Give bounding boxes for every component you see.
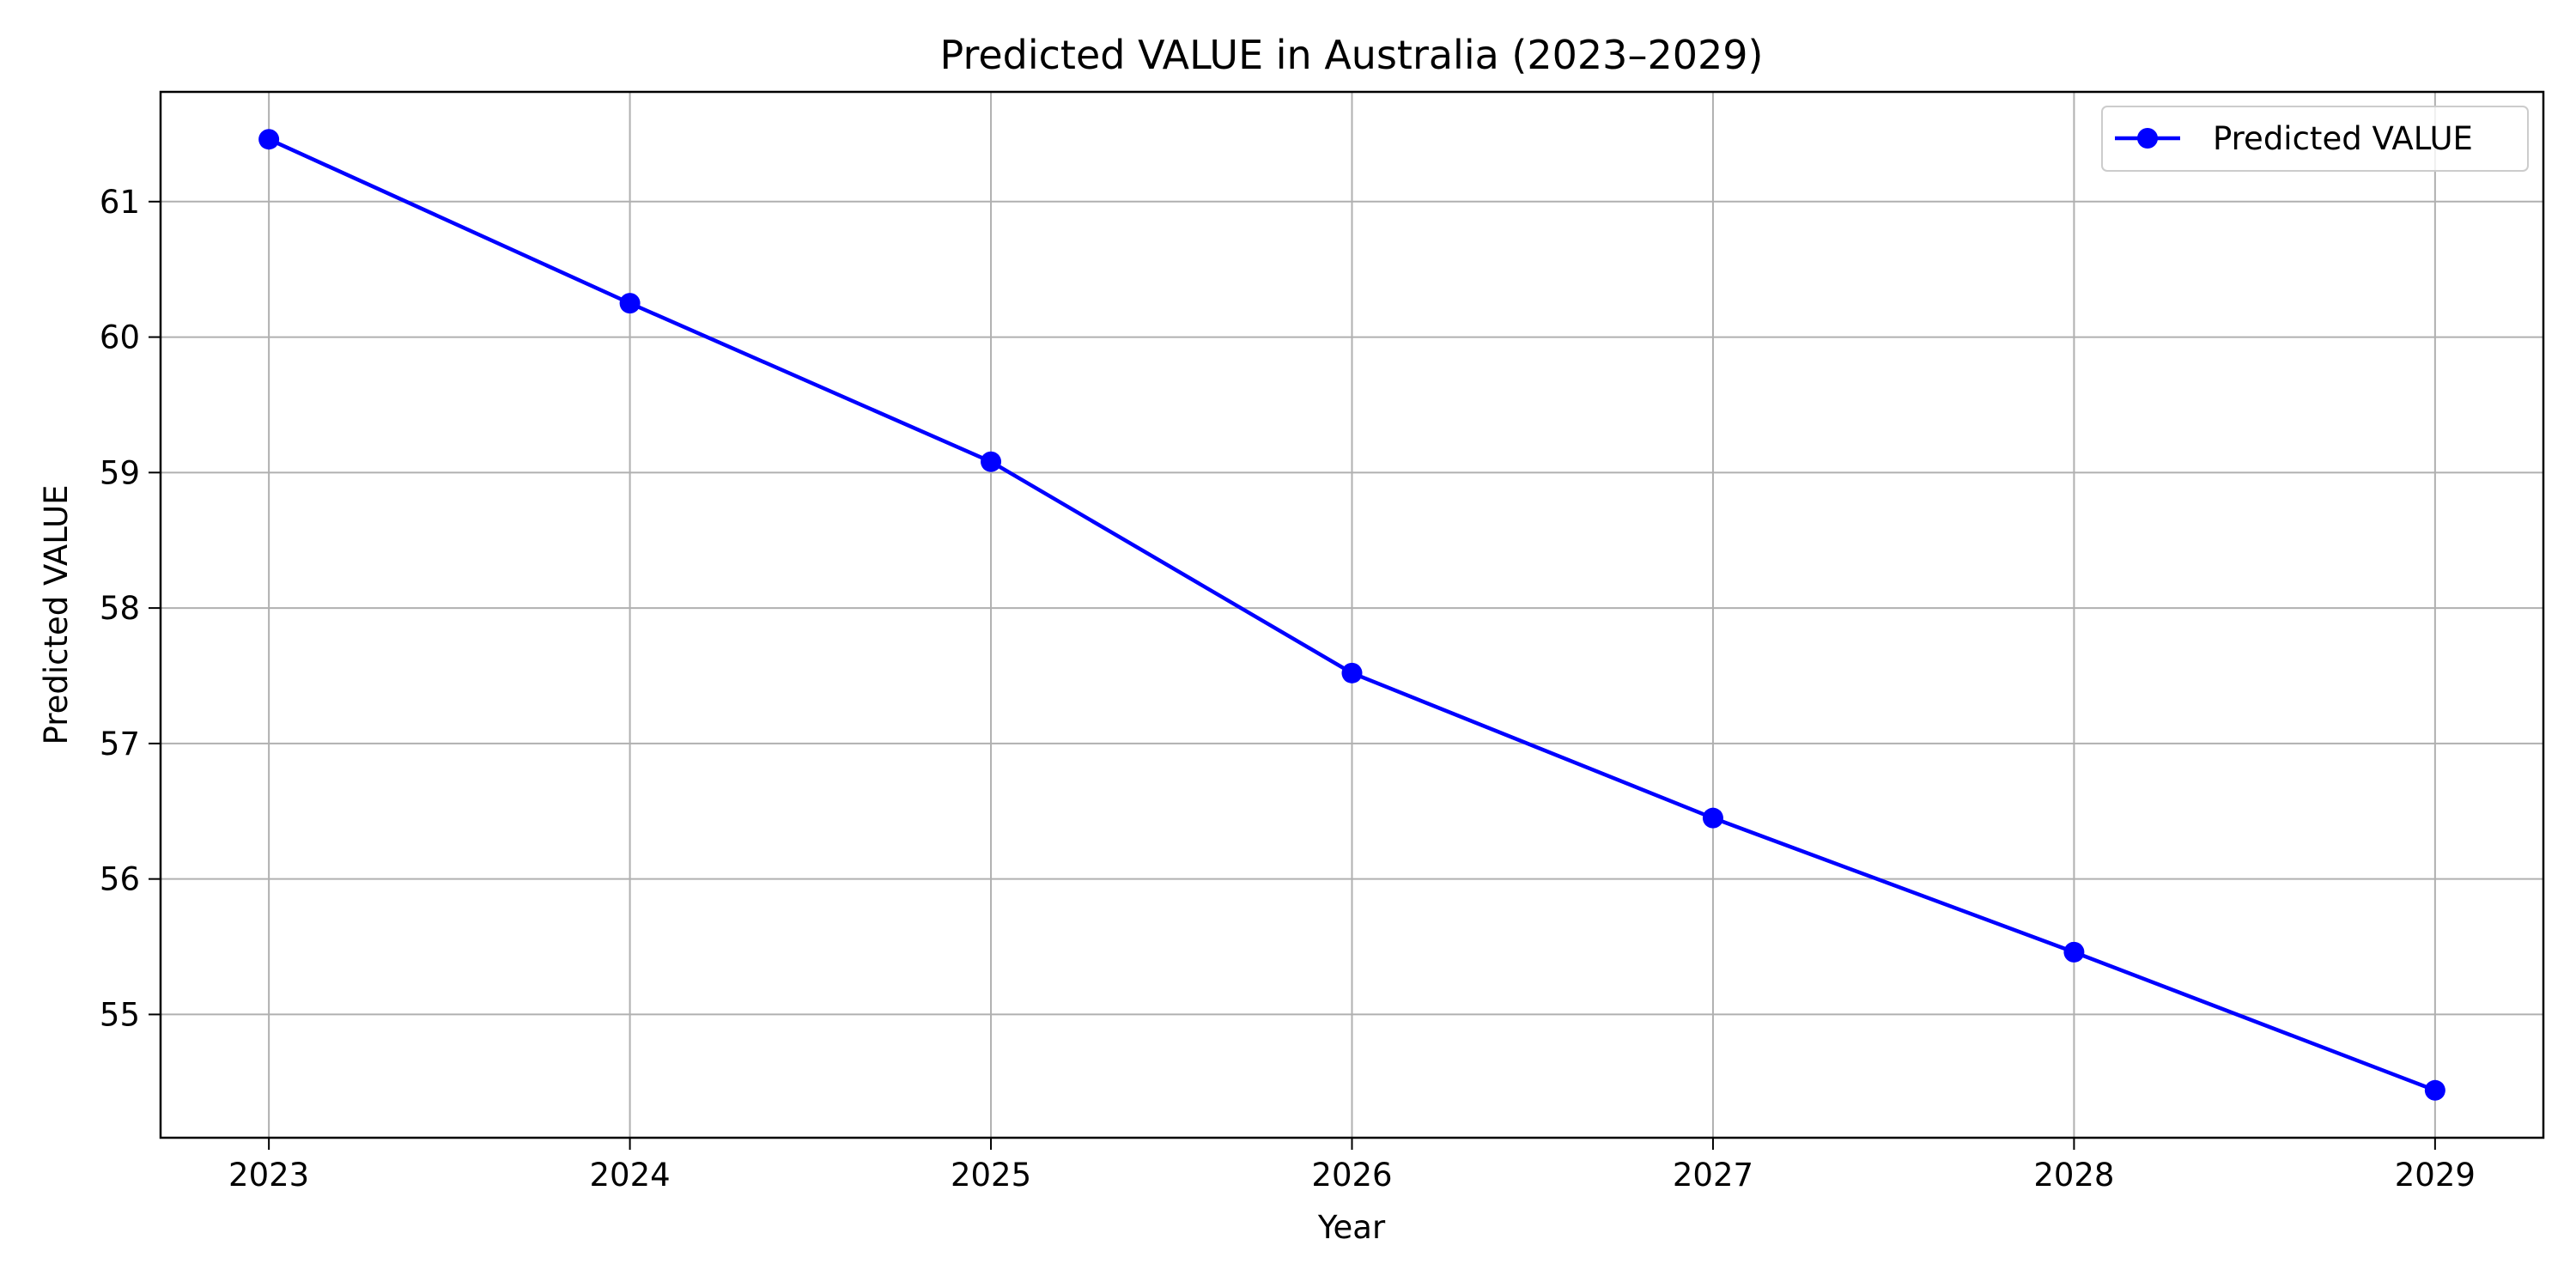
y-tick-label: 60: [100, 319, 140, 356]
legend-frame: [2101, 106, 2529, 172]
data-point-marker: [1702, 807, 1723, 829]
data-point-marker: [619, 293, 641, 314]
y-tick-label: 55: [100, 996, 140, 1033]
x-axis-label: Year: [1317, 1209, 1386, 1246]
legend-marker-swatch: [2137, 128, 2158, 149]
x-tick-label: 2024: [590, 1157, 671, 1194]
data-point-marker: [258, 129, 280, 150]
legend-label: Predicted VALUE: [2213, 120, 2473, 157]
x-tick-label: 2025: [951, 1157, 1031, 1194]
data-point-marker: [2063, 941, 2085, 963]
x-tick-label: 2028: [2033, 1157, 2114, 1194]
data-point-marker: [981, 451, 1002, 472]
series-layer: [258, 129, 2445, 1101]
chart-title: Predicted VALUE in Australia (2023–2029): [940, 32, 1764, 78]
x-tick-label: 2029: [2395, 1157, 2476, 1194]
x-tick-label: 2026: [1311, 1157, 1392, 1194]
y-tick-label: 61: [100, 184, 140, 221]
axis-ticks: 2023 2024 2025 2026 2027 2028 2029 55 56 57 58 59 60…: [100, 184, 2476, 1194]
x-tick-label: 2023: [228, 1157, 309, 1194]
legend: Predicted VALUE: [2101, 106, 2529, 172]
data-point-marker: [1341, 662, 1363, 683]
y-tick-label: 56: [100, 861, 140, 898]
y-tick-label: 59: [100, 454, 140, 491]
y-axis-label: Predicted VALUE: [38, 485, 75, 745]
y-tick-label: 57: [100, 726, 140, 762]
y-tick-label: 58: [100, 590, 140, 627]
data-point-marker: [2424, 1079, 2445, 1101]
x-tick-label: 2027: [1673, 1157, 1753, 1194]
grid-lines: [161, 92, 2543, 1138]
